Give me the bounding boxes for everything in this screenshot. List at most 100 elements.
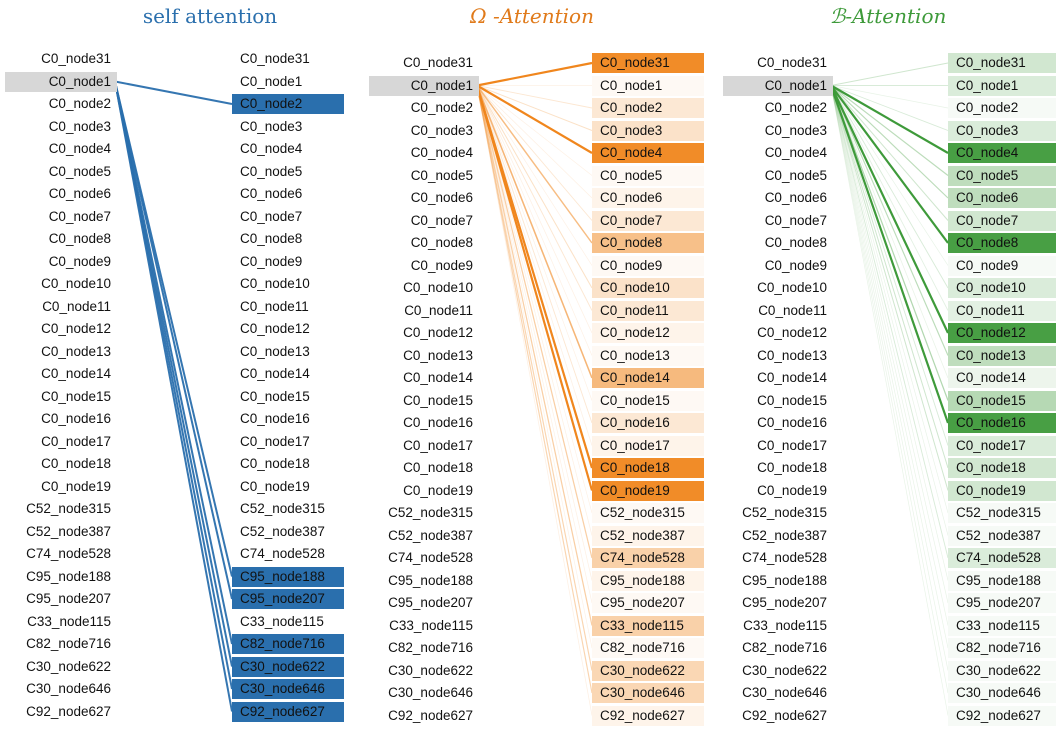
q-attention-link — [476, 85, 593, 289]
self-key-node-label: C0_node7 — [240, 208, 303, 224]
q-key-node-label: C95_node207 — [592, 593, 704, 613]
q-attention-link — [476, 85, 593, 536]
q-attention-link — [476, 85, 593, 694]
b-key-node-label: C0_node9 — [948, 255, 1056, 276]
q-query-node-label: C0_node31 — [403, 55, 473, 70]
self-attention-link — [114, 81, 233, 712]
q-attention-link — [476, 85, 593, 131]
b-query-node-label: C30_node646 — [742, 685, 827, 700]
q-query-node-label: C30_node622 — [388, 662, 473, 678]
b-attention-title: ℬ-Attention — [829, 4, 947, 28]
self-query-node-label: C82_node716 — [26, 636, 111, 651]
b-query-node-label: C0_node18 — [757, 460, 827, 475]
b-query-node-label: C0_node11 — [758, 302, 827, 318]
q-query-node-label: C0_node6 — [410, 190, 473, 205]
q-key-node-label: C74_node528 — [592, 548, 704, 568]
self-key-node-label: C0_node8 — [240, 231, 303, 246]
q-attention-link — [476, 85, 593, 379]
b-key-node-label: C95_node188 — [948, 570, 1056, 591]
b-query-node-label: C0_node5 — [764, 167, 827, 183]
self-key-node-label: C0_node6 — [240, 186, 303, 201]
self-query-node-label: C52_node387 — [26, 523, 111, 539]
q-key-node-label: C0_node16 — [592, 413, 704, 433]
b-key-node-label: C30_node622 — [948, 660, 1056, 681]
self-query-node-label: C74_node528 — [26, 546, 111, 561]
q-query-node-label: C52_node315 — [388, 505, 473, 520]
q-attention-link — [476, 85, 593, 199]
q-key-node-label: C52_node387 — [592, 525, 704, 546]
q-key-node-label: C0_node10 — [592, 278, 704, 298]
b-attention-link — [830, 85, 949, 379]
q-key-node-label: C0_node14 — [592, 368, 704, 388]
q-key-node-label: C0_node11 — [592, 300, 704, 321]
q-key-node-label: C0_node17 — [592, 435, 704, 456]
b-query-node-label: C0_node15 — [757, 392, 827, 408]
b-attention-link — [830, 85, 949, 581]
b-query-node-label: C30_node622 — [742, 662, 827, 678]
b-key-node-label: C82_node716 — [948, 638, 1056, 658]
self-query-node-label: C0_node14 — [41, 366, 111, 381]
b-attention-link — [830, 85, 949, 469]
q-query-node-label: C52_node387 — [388, 527, 473, 543]
q-query-node-label: C0_node2 — [410, 100, 473, 115]
b-attention-link — [830, 85, 949, 334]
q-query-node-label: C0_node7 — [410, 212, 473, 228]
self-key-node-label: C0_node16 — [240, 411, 310, 426]
q-key-node-label: C0_node6 — [592, 188, 704, 208]
b-attention-link — [830, 85, 949, 446]
b-key-node-label: C0_node1 — [948, 75, 1056, 96]
b-query-node-label: C0_node8 — [764, 235, 827, 250]
q-key-node-label: C0_node5 — [592, 165, 704, 186]
self-query-node-label: C0_node17 — [41, 433, 111, 449]
self-attention-link — [114, 81, 233, 600]
self-key-node-label: C0_node3 — [240, 118, 303, 134]
q-attention-link — [476, 85, 593, 424]
self-query-node-label: C0_node5 — [48, 163, 111, 179]
b-key-node-label: C0_node4 — [948, 143, 1056, 163]
q-attention-link — [476, 84, 593, 154]
b-query-node-label: C0_node31 — [757, 55, 827, 70]
b-query-node-label: C82_node716 — [742, 640, 827, 655]
b-query-node-label: C0_node12 — [757, 325, 827, 340]
q-attention-link — [476, 85, 593, 626]
b-query-node-label: C0_node13 — [757, 347, 827, 363]
self-key-node-label: C95_node207 — [232, 589, 344, 609]
q-key-node-label: C0_node12 — [592, 323, 704, 343]
self-key-node-label: C0_node15 — [240, 388, 310, 404]
self-query-node-label: C0_node6 — [48, 186, 111, 201]
self-query-node-label: C92_node627 — [26, 703, 111, 719]
b-query-node-label: C0_node10 — [757, 280, 827, 295]
q-attention-link — [476, 85, 593, 244]
q-query-node-label: C0_node13 — [403, 347, 473, 363]
q-key-node-label: C52_node315 — [592, 503, 704, 523]
b-attention-link — [830, 85, 949, 514]
b-key-node-label: C95_node207 — [948, 593, 1056, 613]
q-key-node-label: C92_node627 — [592, 705, 704, 726]
b-key-node-label: C74_node528 — [948, 548, 1056, 568]
q-query-node-label: C0_node1 — [369, 75, 479, 96]
q-key-node-label: C0_node18 — [592, 458, 704, 478]
b-attention-link — [830, 85, 949, 536]
q-attention-link — [476, 85, 593, 109]
b-attention-link — [830, 85, 949, 626]
b-query-node-label: C33_node115 — [743, 617, 827, 633]
b-attention-link — [830, 84, 949, 154]
b-attention-link — [829, 85, 950, 424]
b-attention-link — [830, 85, 949, 221]
b-attention-link — [830, 85, 949, 491]
self-query-node-label: C0_node13 — [41, 343, 111, 359]
b-key-node-label: C0_node31 — [948, 53, 1056, 73]
b-query-node-label: C95_node207 — [742, 595, 827, 610]
q-key-node-label: C0_node9 — [592, 255, 704, 276]
q-attention-link — [476, 85, 593, 266]
b-key-node-label: C30_node646 — [948, 683, 1056, 703]
self-query-node-label: C0_node12 — [41, 321, 111, 336]
q-query-node-label: C74_node528 — [388, 550, 473, 565]
b-query-node-label: C0_node6 — [764, 190, 827, 205]
b-key-node-label: C0_node16 — [948, 413, 1056, 433]
b-key-node-label: C0_node8 — [948, 233, 1056, 253]
self-key-node-label: C52_node387 — [240, 523, 325, 539]
b-key-node-label: C0_node6 — [948, 188, 1056, 208]
q-key-node-label: C0_node19 — [592, 480, 704, 501]
